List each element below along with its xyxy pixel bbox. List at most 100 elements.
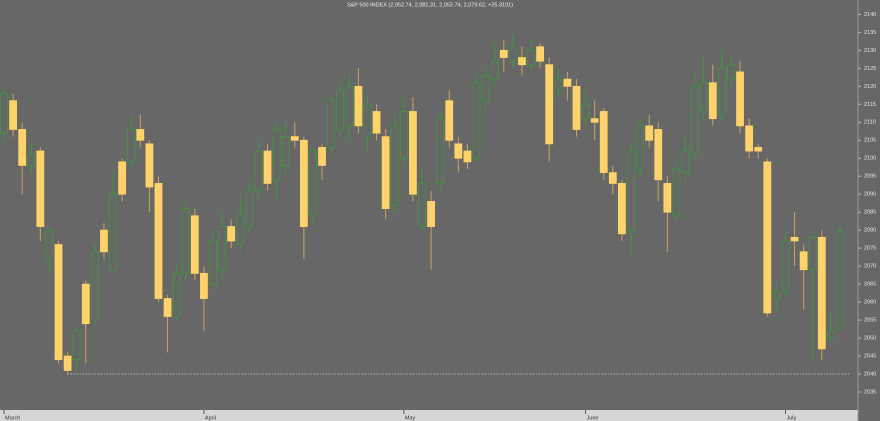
up-candle-body <box>345 85 354 127</box>
y-tick-label: 2105 <box>864 138 876 144</box>
down-candle-body <box>645 125 654 141</box>
down-candle-body <box>427 201 435 227</box>
down-candle-body <box>190 215 199 274</box>
down-candle-body <box>227 226 236 242</box>
x-tick-label: July <box>786 415 796 421</box>
y-tick-label: 2120 <box>864 84 876 90</box>
down-candle-body <box>290 136 299 141</box>
down-candle-body <box>63 355 72 371</box>
up-candle-body <box>363 103 372 138</box>
y-tick-label: 2060 <box>864 300 876 306</box>
y-tick-label: 2090 <box>864 192 876 198</box>
up-candle-body <box>418 183 426 227</box>
up-candle-body <box>0 93 8 134</box>
down-candle-body <box>409 111 417 195</box>
up-candle-body <box>45 229 54 260</box>
up-candle-body <box>27 154 36 166</box>
up-candle-body <box>72 330 81 361</box>
up-candle-body <box>627 150 635 231</box>
up-candle-body <box>309 150 317 217</box>
up-candle-body <box>636 125 644 170</box>
y-tick-label: 2055 <box>864 318 876 324</box>
x-tick-label: May <box>405 415 416 421</box>
up-candle-body <box>218 226 226 271</box>
up-candle-body <box>672 168 681 217</box>
down-candle-body <box>817 236 826 350</box>
y-tick-label: 2115 <box>864 102 876 108</box>
down-candle-body <box>118 161 127 195</box>
up-candle-body <box>554 78 563 91</box>
y-tick-label: 2130 <box>864 48 876 54</box>
up-candle-body <box>272 129 281 181</box>
down-candle-body <box>54 244 63 361</box>
down-candle-body <box>18 129 27 166</box>
down-candle-body <box>799 251 808 271</box>
down-candle-body <box>790 236 799 242</box>
up-candle-body <box>727 64 735 80</box>
y-tick-label: 2135 <box>864 30 876 36</box>
down-candle-body <box>263 150 272 184</box>
up-candle-body <box>472 82 481 159</box>
up-candle-body <box>281 136 290 166</box>
down-candle-body <box>545 64 554 145</box>
down-candle-body <box>81 283 90 325</box>
up-candle-body <box>245 190 254 227</box>
y-tick-label: 2040 <box>864 371 876 377</box>
down-candle-body <box>163 298 172 317</box>
up-candle-body <box>808 236 817 271</box>
up-candle-body <box>690 85 699 156</box>
down-candle-body <box>354 85 363 127</box>
down-candle-body <box>372 111 381 134</box>
y-tick-label: 2075 <box>864 246 876 252</box>
y-tick-label: 2125 <box>864 66 876 72</box>
down-candle-body <box>36 150 45 227</box>
up-candle-body <box>399 111 408 159</box>
up-candle-body <box>481 75 490 102</box>
y-tick-label: 2085 <box>864 210 876 216</box>
down-candle-body <box>708 82 717 120</box>
up-candle-body <box>254 150 263 192</box>
x-tick-label: June <box>587 415 599 421</box>
down-candle-body <box>463 150 472 163</box>
up-candle-body <box>781 240 790 292</box>
up-candle-body <box>527 49 535 66</box>
down-candle-body <box>654 129 663 181</box>
up-candle-body <box>717 67 726 116</box>
up-candle-body <box>109 193 117 271</box>
y-tick-label: 2035 <box>864 389 876 395</box>
down-candle-body <box>563 78 572 87</box>
down-candle-body <box>754 147 763 152</box>
y-tick-label: 2070 <box>864 264 876 270</box>
x-axis-band <box>0 410 858 421</box>
down-candle-body <box>618 183 626 235</box>
up-candle-body <box>181 208 190 274</box>
down-candle-body <box>572 85 581 130</box>
x-tick-label: March <box>5 415 20 421</box>
y-tick-label: 2110 <box>864 120 876 126</box>
down-candle-body <box>736 71 744 127</box>
up-candle-body <box>827 330 835 339</box>
down-candle-body <box>499 49 508 58</box>
down-candle-body <box>145 143 154 188</box>
up-candle-body <box>327 100 336 148</box>
up-candle-body <box>772 290 781 299</box>
down-candle-body <box>136 129 145 141</box>
down-candle-body <box>445 100 454 141</box>
up-candle-body <box>581 103 590 120</box>
y-tick-label: 2140 <box>864 12 876 18</box>
down-candle-body <box>9 100 17 130</box>
down-candle-body <box>663 183 672 213</box>
down-candle-body <box>318 147 326 166</box>
up-candle-body <box>508 46 517 62</box>
y-tick-label: 2080 <box>864 228 876 234</box>
up-candle-body <box>390 125 399 206</box>
down-candle-body <box>599 111 608 174</box>
up-candle-body <box>172 272 181 317</box>
up-candle-body <box>90 251 99 321</box>
up-candle-body <box>699 82 708 112</box>
down-candle-body <box>100 229 108 253</box>
down-candle-body <box>381 136 390 209</box>
down-candle-body <box>299 139 308 227</box>
down-candle-body <box>154 183 163 299</box>
